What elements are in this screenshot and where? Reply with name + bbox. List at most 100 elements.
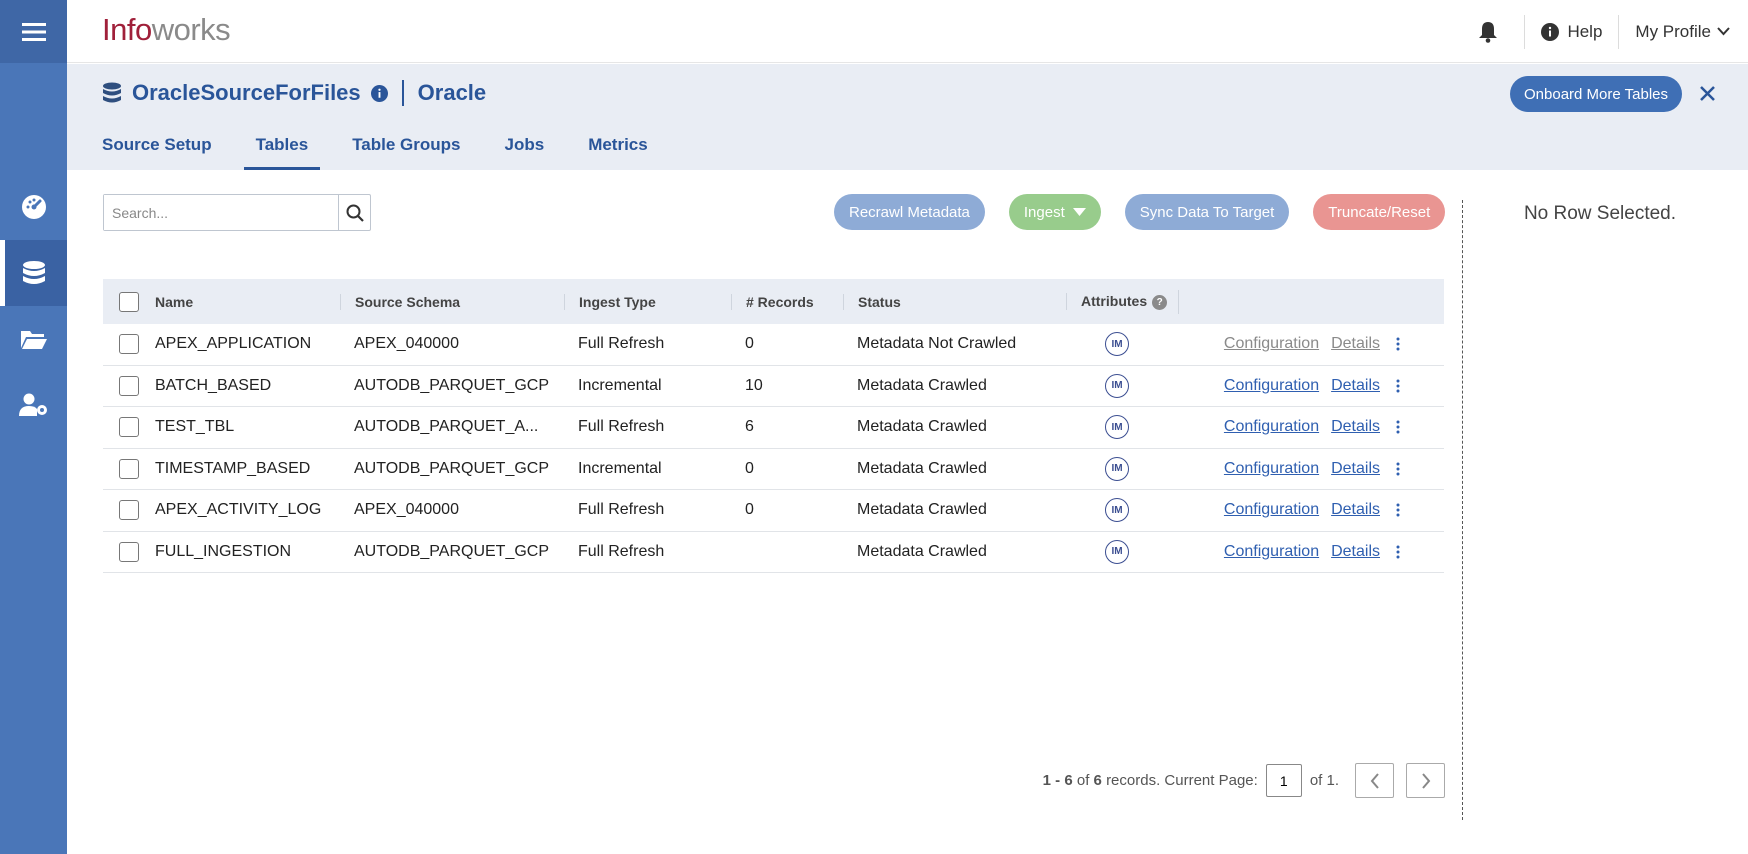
col-attributes: Attributes? <box>1066 293 1178 310</box>
tab-table-groups[interactable]: Table Groups <box>352 135 461 154</box>
table-row[interactable]: TIMESTAMP_BASED AUTODB_PARQUET_GCP Incre… <box>103 449 1444 490</box>
details-link[interactable]: Details <box>1331 376 1380 394</box>
row-more-button[interactable] <box>1392 337 1404 351</box>
sync-data-to-target-button[interactable]: Sync Data To Target <box>1124 194 1290 230</box>
row-checkbox[interactable] <box>119 458 139 479</box>
sidebar-item-sources[interactable] <box>0 240 67 306</box>
col-name[interactable]: Name <box>155 293 194 310</box>
row-checkbox[interactable] <box>119 417 139 438</box>
cell-attributes: IM <box>1066 456 1178 481</box>
cell-records: 10 <box>745 376 763 394</box>
row-more-button[interactable] <box>1392 462 1404 476</box>
cell-records: 0 <box>745 501 754 519</box>
cell-attributes: IM <box>1066 539 1178 564</box>
im-badge-icon: IM <box>1105 332 1129 357</box>
cell-name: APEX_ACTIVITY_LOG <box>155 501 322 519</box>
pagination: 1 - 6 of 6 records. Current Page: of 1. <box>1043 763 1445 798</box>
help-link[interactable]: Help <box>1541 22 1602 42</box>
select-all-checkbox[interactable] <box>119 291 139 312</box>
cell-actions: Configuration Details <box>1178 543 1444 561</box>
row-more-button[interactable] <box>1392 420 1404 434</box>
details-link[interactable]: Details <box>1331 335 1380 353</box>
panel-divider <box>1462 200 1463 820</box>
search-input[interactable] <box>104 195 338 230</box>
row-more-button[interactable] <box>1392 545 1404 559</box>
cell-ingest-type: Incremental <box>578 376 662 394</box>
configuration-link[interactable]: Configuration <box>1223 418 1320 436</box>
configuration-link[interactable]: Configuration <box>1223 335 1320 353</box>
sidebar-item-dashboard[interactable] <box>0 174 67 240</box>
row-checkbox[interactable] <box>119 334 139 355</box>
table-actions: Recrawl Metadata Ingest Sync Data To Tar… <box>834 194 1446 230</box>
menu-button[interactable] <box>0 0 67 63</box>
details-link[interactable]: Details <box>1331 459 1380 477</box>
cell-attributes: IM <box>1066 415 1178 440</box>
ingest-label: Ingest <box>1023 203 1065 221</box>
cell-actions: Configuration Details <box>1178 335 1444 353</box>
infoworks-logo[interactable]: Infoworks <box>102 12 231 48</box>
tab-jobs[interactable]: Jobs <box>504 135 545 154</box>
search-button[interactable] <box>338 195 370 230</box>
table-row[interactable]: FULL_INGESTION AUTODB_PARQUET_GCP Full R… <box>103 532 1444 573</box>
row-checkbox-cell <box>103 417 155 438</box>
details-link[interactable]: Details <box>1331 542 1380 560</box>
configuration-link[interactable]: Configuration <box>1223 376 1320 394</box>
cell-name: FULL_INGESTION <box>155 542 292 560</box>
bell-icon <box>1479 21 1498 43</box>
current-page-input[interactable] <box>1265 764 1302 797</box>
cell-ingest-type: Full Refresh <box>578 335 665 353</box>
pagination-range: 1 - 6 <box>1042 772 1073 789</box>
notifications-button[interactable] <box>1468 21 1508 43</box>
kebab-menu-icon <box>1396 337 1400 351</box>
cell-actions: Configuration Details <box>1178 377 1444 395</box>
profile-menu[interactable]: My Profile <box>1635 22 1730 42</box>
cell-attributes: IM <box>1066 373 1178 398</box>
close-icon <box>1699 85 1715 101</box>
details-link[interactable]: Details <box>1331 418 1380 436</box>
kebab-menu-icon <box>1396 503 1400 517</box>
cell-actions: Configuration Details <box>1178 501 1444 519</box>
row-checkbox[interactable] <box>119 541 139 562</box>
row-checkbox[interactable] <box>119 500 139 521</box>
cell-name: BATCH_BASED <box>155 376 272 394</box>
configuration-link[interactable]: Configuration <box>1223 459 1320 477</box>
col-status[interactable]: Status <box>843 293 1066 310</box>
table-row[interactable]: TEST_TBL AUTODB_PARQUET_A... Full Refres… <box>103 407 1444 449</box>
profile-label: My Profile <box>1635 21 1711 41</box>
col-source-schema[interactable]: Source Schema <box>340 293 564 310</box>
close-button[interactable] <box>1692 78 1722 108</box>
pagination-summary: 1 - 6 of 6 records. Current Page: <box>1043 772 1258 789</box>
topbar-separator <box>1618 14 1620 49</box>
cell-source-schema: AUTODB_PARQUET_GCP <box>354 542 550 560</box>
recrawl-metadata-button[interactable]: Recrawl Metadata <box>834 194 985 230</box>
col-records[interactable]: # Records <box>731 293 843 310</box>
configuration-link[interactable]: Configuration <box>1223 542 1320 560</box>
tab-tables[interactable]: Tables <box>243 120 321 170</box>
row-more-button[interactable] <box>1392 503 1404 517</box>
truncate-reset-button[interactable]: Truncate/Reset <box>1313 194 1446 230</box>
im-badge-icon: IM <box>1105 373 1129 398</box>
sidebar-item-admin[interactable] <box>0 372 67 438</box>
table-row[interactable]: APEX_APPLICATION APEX_040000 Full Refres… <box>103 324 1444 366</box>
search-icon <box>346 204 364 222</box>
cell-ingest-type: Full Refresh <box>578 418 665 436</box>
table-row[interactable]: APEX_ACTIVITY_LOG APEX_040000 Full Refre… <box>103 490 1444 532</box>
table-row[interactable]: BATCH_BASED AUTODB_PARQUET_GCP Increment… <box>103 366 1444 407</box>
help-icon[interactable]: ? <box>1152 294 1168 310</box>
prev-page-button[interactable] <box>1355 763 1394 798</box>
configuration-link[interactable]: Configuration <box>1223 501 1320 519</box>
row-more-button[interactable] <box>1392 379 1404 393</box>
folder-icon <box>20 331 47 349</box>
tab-source-setup[interactable]: Source Setup <box>102 135 212 154</box>
onboard-more-tables-button[interactable]: Onboard More Tables <box>1510 76 1682 112</box>
row-checkbox[interactable] <box>119 375 139 396</box>
details-link[interactable]: Details <box>1331 501 1380 519</box>
info-icon[interactable] <box>370 84 388 102</box>
sidebar-item-files[interactable] <box>0 306 67 372</box>
ingest-button[interactable]: Ingest <box>1008 194 1101 230</box>
next-page-button[interactable] <box>1406 763 1445 798</box>
cell-records: 0 <box>745 459 754 477</box>
tab-metrics[interactable]: Metrics <box>588 135 648 154</box>
cell-source-schema: APEX_040000 <box>354 501 459 519</box>
col-ingest-type[interactable]: Ingest Type <box>564 293 731 310</box>
